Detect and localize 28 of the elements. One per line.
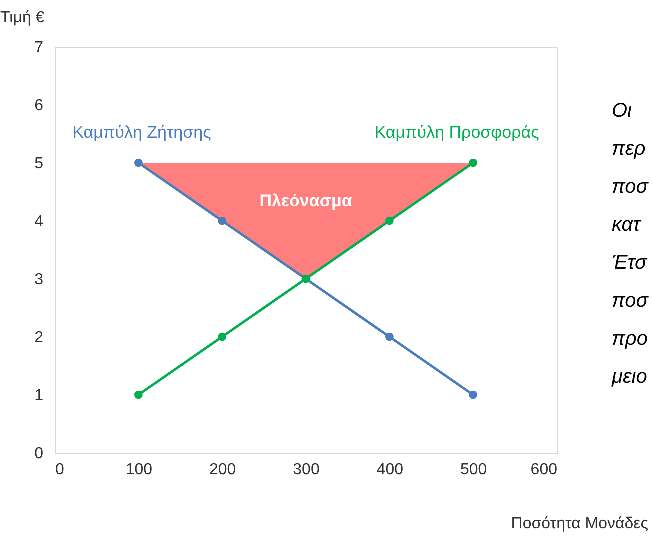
x-tick-label: 200 bbox=[209, 462, 236, 478]
text: μειο bbox=[611, 366, 648, 388]
text: Οι bbox=[612, 100, 633, 122]
x-axis-title: Ποσότητα Μονάδες bbox=[511, 516, 649, 532]
text: ποσ bbox=[612, 176, 650, 198]
text: Έτσ bbox=[612, 252, 648, 274]
series-label: Πλεόνασμα bbox=[260, 192, 353, 211]
y-tick-label: 6 bbox=[34, 98, 44, 114]
x-tick-label: 300 bbox=[293, 462, 320, 478]
x-tick-label: 0 bbox=[56, 462, 64, 478]
x-tick-label: 500 bbox=[460, 462, 488, 478]
text: περ bbox=[612, 138, 646, 160]
text: ποσ bbox=[612, 290, 650, 312]
x-tick-label: 100 bbox=[126, 462, 153, 478]
text: προ bbox=[612, 328, 648, 350]
x-tick-label: 600 bbox=[530, 462, 558, 478]
y-tick-label: 1 bbox=[34, 388, 44, 404]
y-tick-label: 5 bbox=[34, 156, 44, 172]
y-tick-label: 7 bbox=[34, 40, 44, 56]
y-tick-label: 2 bbox=[34, 330, 44, 346]
y-axis-title: Τιμή € bbox=[0, 10, 45, 26]
y-tick-label: 0 bbox=[34, 446, 44, 462]
x-tick-label: 400 bbox=[376, 462, 404, 478]
y-tick-label: 4 bbox=[34, 214, 44, 230]
y-tick-label: 3 bbox=[34, 272, 44, 288]
series-label: Καμπύλη Προσφοράς bbox=[374, 123, 540, 142]
text: κατ bbox=[612, 214, 642, 236]
series-label: Καμπύλη Ζήτησης bbox=[72, 123, 212, 142]
